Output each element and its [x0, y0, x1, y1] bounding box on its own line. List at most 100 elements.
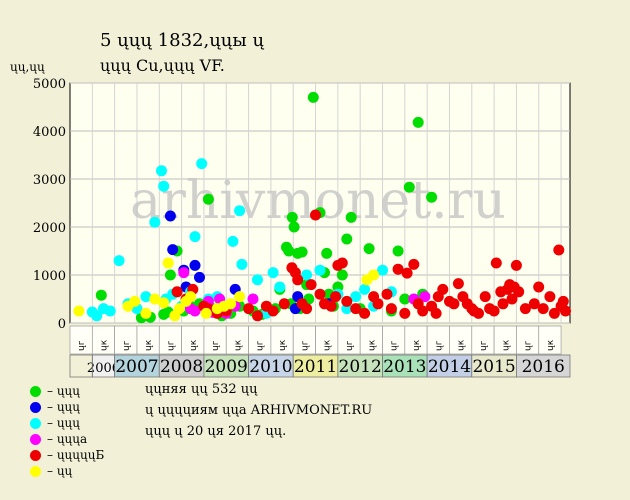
data-point [247, 293, 259, 305]
half-year-label: ųг [256, 340, 266, 351]
year-label: 2006 [87, 361, 120, 376]
data-point [104, 305, 116, 317]
chart-title: 5 ųųų 1832,ųųы ų [100, 30, 265, 51]
data-point [330, 291, 342, 303]
plot-area [69, 82, 571, 324]
year-label: 2011 [294, 357, 337, 377]
data-point [164, 269, 176, 281]
year-label: 2015 [472, 357, 515, 377]
year-cell [516, 354, 571, 378]
data-point [403, 181, 415, 193]
scatter-chart: 0 1000 2000 3000 4000 5000 arhivmonet.ru ųг ųк ųг… [33, 77, 571, 378]
data-point [359, 283, 371, 295]
data-point [392, 263, 404, 275]
chart-subtitle: ųųų Cu,ųųų VF. [100, 56, 225, 75]
data-point [359, 307, 371, 319]
data-point [350, 291, 362, 303]
data-point [91, 310, 103, 322]
data-point [189, 231, 201, 243]
legend-swatch [30, 385, 41, 397]
year-label: 2013 [383, 357, 426, 377]
data-point [189, 305, 201, 317]
half-year-label: ųг [434, 340, 444, 351]
data-point [401, 267, 413, 279]
data-point [149, 293, 161, 305]
data-point [426, 191, 438, 203]
half-year-label: ųг [166, 340, 176, 351]
y-tick-label: 0 [58, 317, 66, 332]
legend-swatch [30, 449, 41, 461]
legend-item: – ųų [30, 464, 72, 478]
data-point [129, 295, 141, 307]
data-point [417, 305, 429, 317]
data-point [173, 303, 185, 315]
data-point [408, 258, 420, 270]
data-point [292, 274, 304, 286]
data-point [301, 303, 313, 315]
data-point [171, 286, 183, 298]
data-point [283, 245, 295, 257]
data-point [196, 158, 208, 170]
data-point [278, 298, 290, 310]
half-year-label: ųк [99, 339, 109, 351]
half-year-label: ųк [501, 339, 511, 351]
note-source: ų ųųųųиям ųųa ARHIVMONET.RU [145, 403, 373, 418]
year-label: 2014 [428, 357, 471, 377]
year-label: 2016 [522, 357, 565, 377]
data-point [310, 209, 321, 221]
legend-swatch [30, 465, 41, 477]
data-point [314, 264, 326, 276]
data-point [336, 257, 348, 269]
data-point [399, 307, 411, 319]
legend-item: – ųųų [30, 384, 80, 398]
data-point [430, 307, 442, 319]
data-point [140, 307, 152, 319]
data-point [399, 293, 411, 305]
legend-swatch [30, 401, 41, 413]
legend-item: – ųųųųųБ [30, 448, 104, 462]
legend-item: – ųųų [30, 416, 80, 430]
half-year-label: ųк [367, 339, 377, 351]
data-point [544, 291, 556, 303]
data-point [325, 300, 337, 312]
y-tick-label: 3000 [33, 173, 66, 188]
data-point [202, 193, 214, 205]
data-point [296, 246, 308, 258]
data-point [194, 271, 205, 283]
half-year-cell [538, 325, 562, 355]
legend-label: – ųųų [47, 400, 80, 414]
data-point [473, 307, 484, 319]
half-year-label: ųг [122, 340, 132, 351]
half-year-label: ųк [189, 339, 199, 351]
data-point [321, 247, 333, 259]
data-point [412, 116, 424, 128]
data-point [167, 244, 179, 256]
half-year-label: ųг [390, 340, 400, 351]
y-tick-label: 5000 [33, 77, 66, 92]
data-point [178, 267, 190, 279]
legend-label: – ųųųa [47, 432, 88, 446]
data-point [479, 291, 491, 303]
data-point [368, 269, 380, 281]
legend-item: – ųųų [30, 400, 80, 414]
data-point [185, 291, 196, 303]
data-point [508, 281, 520, 293]
data-point [560, 305, 571, 317]
data-point [548, 307, 560, 319]
data-point [341, 233, 353, 245]
data-point [497, 298, 509, 310]
year-cell-start [69, 354, 93, 378]
data-point [506, 293, 518, 305]
data-point [557, 295, 569, 307]
data-point [267, 267, 279, 279]
half-year-label: ųг [524, 340, 534, 351]
data-point [234, 291, 246, 303]
half-year-label: ųк [278, 339, 288, 351]
half-year-label: ųг [300, 340, 310, 351]
data-point [419, 291, 431, 303]
data-point [252, 274, 263, 286]
year-label: 2008 [160, 357, 203, 377]
data-point [113, 255, 125, 267]
data-point [225, 298, 237, 310]
half-year-label: ųг [211, 340, 221, 351]
